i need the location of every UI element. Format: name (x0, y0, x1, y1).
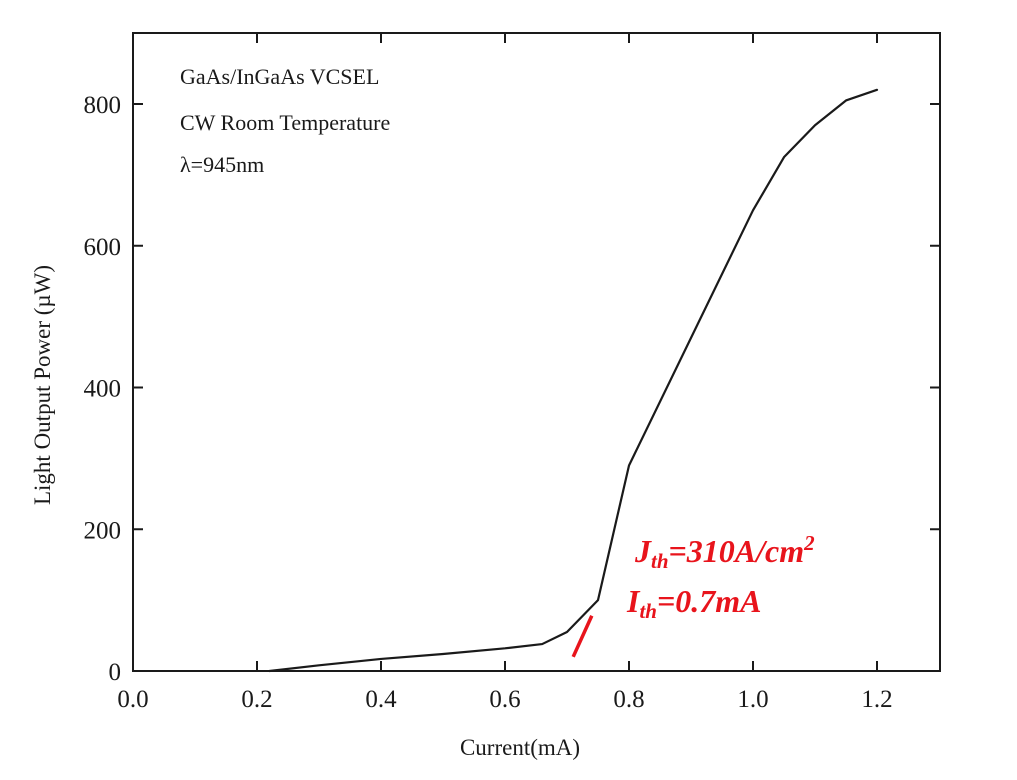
series-line-light-output (269, 90, 877, 671)
jth-subscript: th (651, 549, 669, 573)
note-device: GaAs/InGaAs VCSEL (180, 64, 379, 89)
x-tick-label: 0.2 (241, 686, 272, 713)
y-axis-ticks (133, 104, 940, 671)
jth-superscript: 2 (803, 531, 815, 555)
y-tick-label: 0 (109, 659, 122, 686)
x-tick-label: 0.8 (613, 686, 644, 713)
note-conditions: CW Room Temperature (180, 110, 390, 135)
y-tick-label: 800 (84, 92, 122, 119)
x-axis-tick-labels: 0.0 0.2 0.4 0.6 0.8 1.0 1.2 (117, 686, 892, 713)
x-tick-label: 1.0 (737, 686, 768, 713)
x-tick-label: 0.4 (365, 686, 397, 713)
jth-value: =310A/cm (669, 533, 805, 569)
y-axis-label: Light Output Power (µW) (30, 265, 55, 505)
note-wavelength: λ=945nm (180, 152, 264, 177)
y-tick-label: 400 (84, 376, 122, 403)
ith-annotation: Ith=0.7mA (626, 583, 761, 623)
x-tick-label: 1.2 (861, 686, 892, 713)
y-axis-tick-labels: 0 200 400 600 800 (84, 92, 122, 686)
ith-subscript: th (639, 599, 657, 623)
y-tick-label: 200 (84, 517, 122, 544)
jth-annotation: Jth=310A/cm2 (634, 531, 815, 573)
y-tick-label: 600 (84, 234, 122, 261)
series-data-points (269, 90, 877, 671)
x-axis-label: Current(mA) (460, 735, 580, 760)
jth-symbol: J (634, 533, 652, 569)
x-tick-label: 0.0 (117, 686, 148, 713)
x-tick-label: 0.6 (489, 686, 520, 713)
ith-value: =0.7mA (657, 583, 761, 619)
